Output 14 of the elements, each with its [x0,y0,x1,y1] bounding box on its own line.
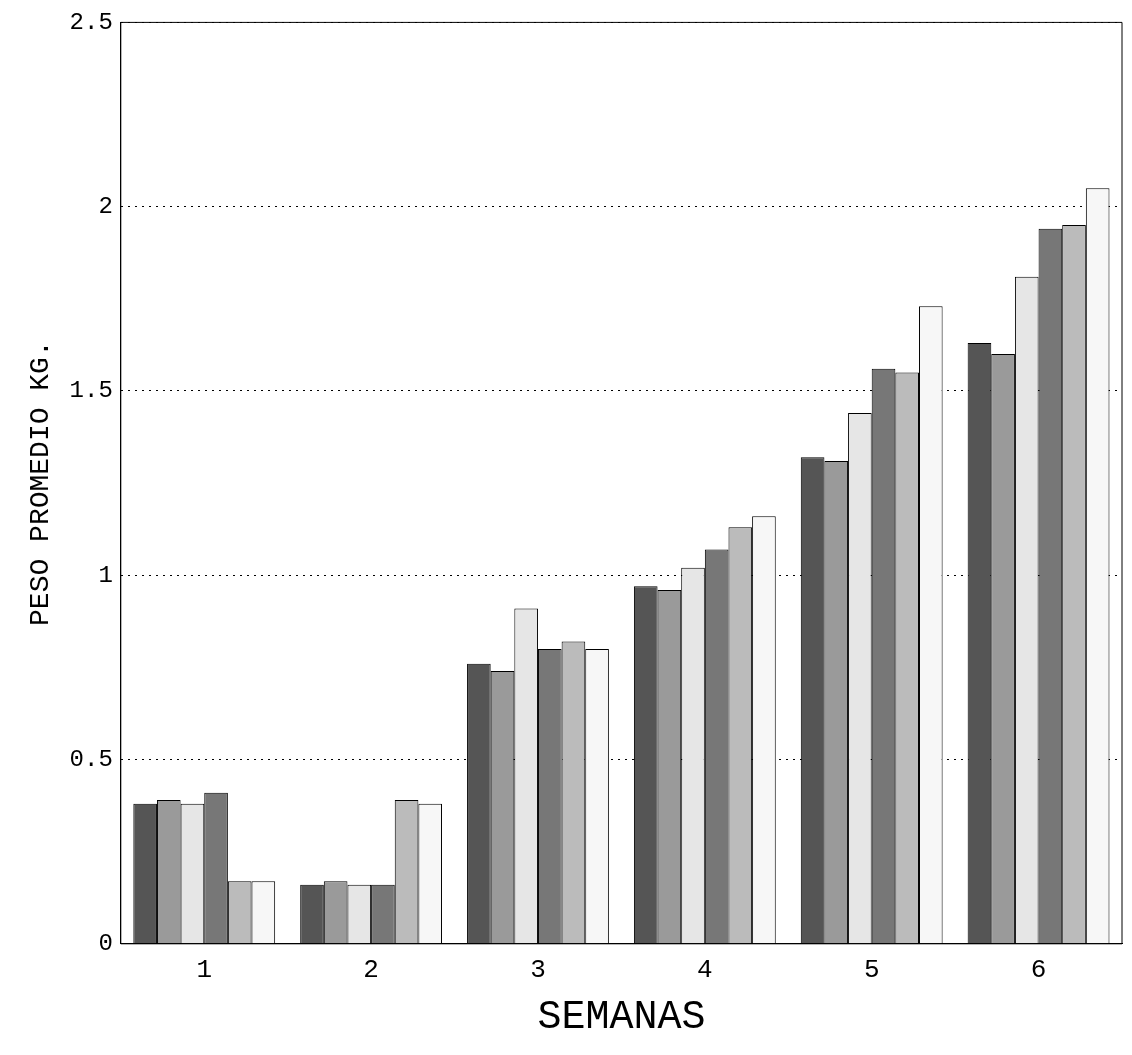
y-tick-label: 2.5 [69,8,113,36]
x-tick-label: 6 [1030,955,1047,986]
y-tick-label: 2 [98,193,113,221]
x-tick-label: 1 [196,955,213,986]
y-tick-label: 1.5 [69,377,113,405]
y-tick-label: 0.5 [69,745,113,773]
x-tick-label: 2 [363,955,379,986]
x-axis-title: SEMANAS [537,994,706,1040]
x-tick-label: 3 [530,955,546,986]
y-tick-label: 0 [98,930,113,958]
x-tick-label: 5 [863,955,880,986]
y-axis-title: PESO PROMEDIO KG. [25,340,57,626]
y-tick-label: 1 [98,561,113,589]
x-tick-label: 4 [697,955,713,986]
